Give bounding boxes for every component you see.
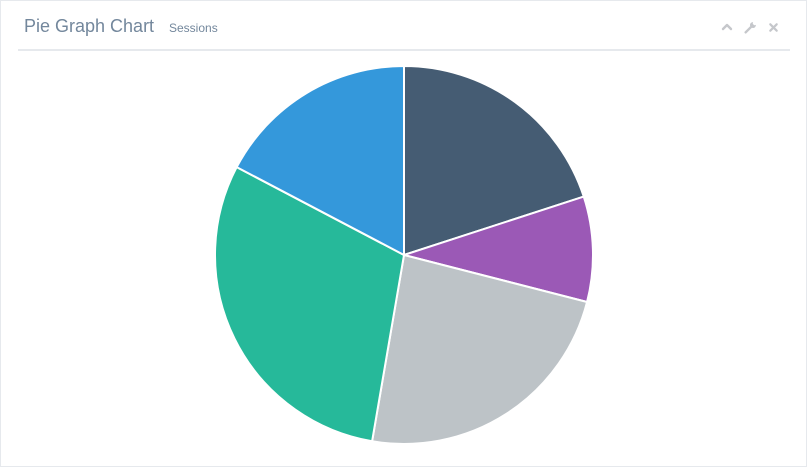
settings-link[interactable] [743, 20, 757, 34]
close-link[interactable] [766, 20, 780, 34]
wrench-icon [743, 21, 756, 34]
pie-slice-5[interactable] [235, 64, 405, 257]
chart-area [1, 51, 807, 468]
panel-toolbox [720, 19, 780, 35]
chevron-up-icon [721, 23, 733, 31]
pie-chart [214, 64, 594, 445]
pie-slice-3[interactable] [370, 253, 589, 445]
pie-slice-4[interactable] [214, 165, 406, 443]
panel-header: Pie Graph Chart Sessions [18, 1, 790, 51]
pie-slice-1[interactable] [403, 64, 586, 257]
panel-title: Pie Graph Chart [24, 16, 155, 36]
collapse-link[interactable] [720, 20, 734, 34]
panel-subtitle: Sessions [169, 21, 218, 35]
close-icon [768, 22, 778, 32]
pie-slice-2[interactable] [400, 195, 594, 304]
